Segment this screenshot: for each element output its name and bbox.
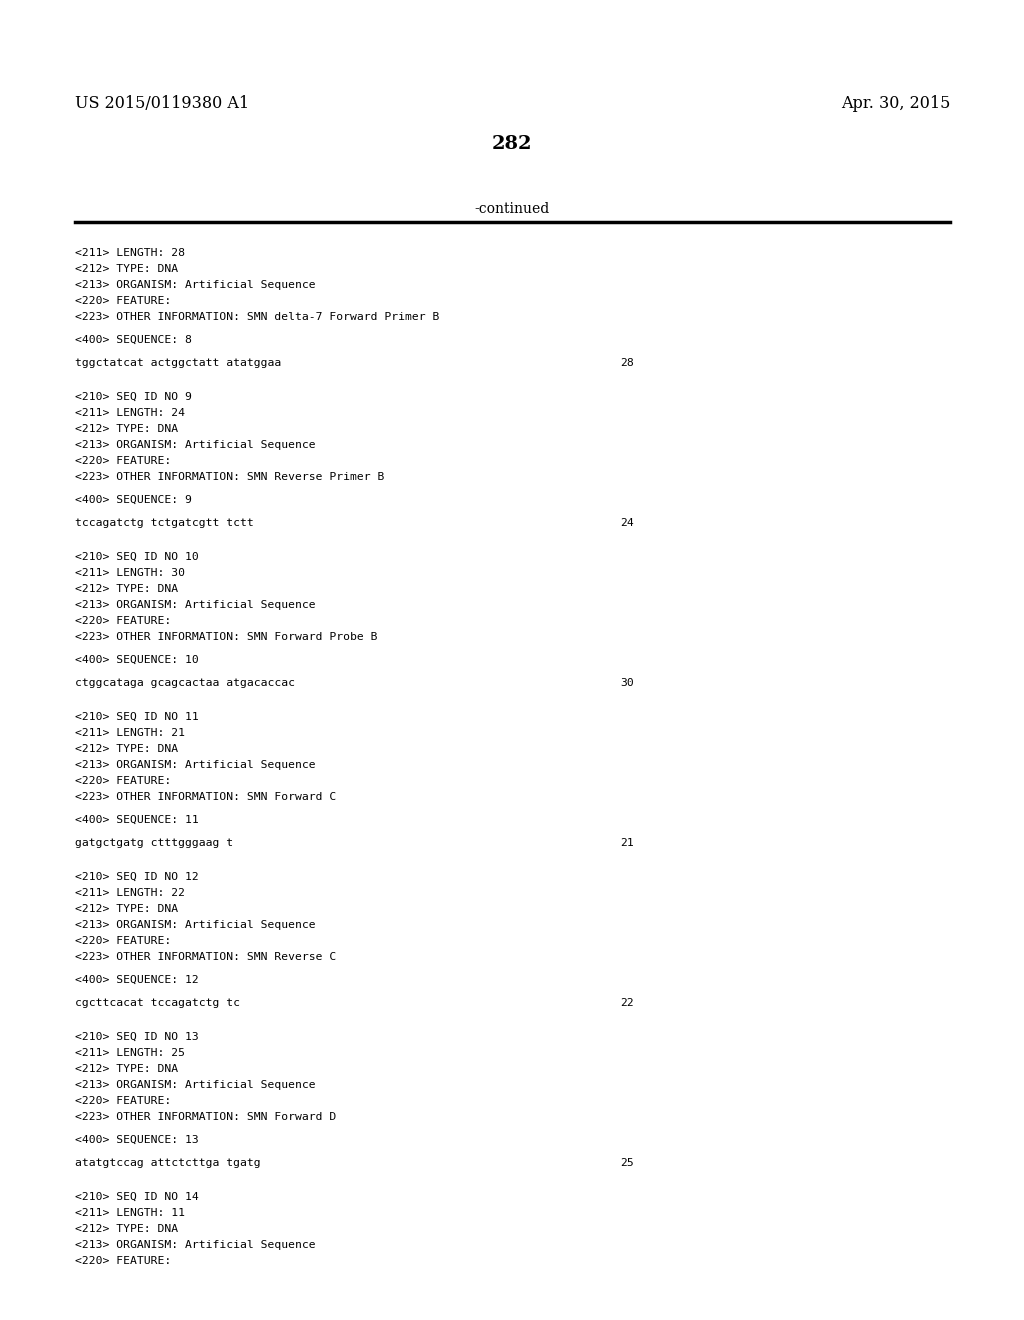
Text: 21: 21 <box>620 838 634 847</box>
Text: <213> ORGANISM: Artificial Sequence: <213> ORGANISM: Artificial Sequence <box>75 440 315 450</box>
Text: <210> SEQ ID NO 9: <210> SEQ ID NO 9 <box>75 392 191 403</box>
Text: gatgctgatg ctttgggaag t: gatgctgatg ctttgggaag t <box>75 838 233 847</box>
Text: <213> ORGANISM: Artificial Sequence: <213> ORGANISM: Artificial Sequence <box>75 920 315 931</box>
Text: <220> FEATURE:: <220> FEATURE: <box>75 616 171 626</box>
Text: <211> LENGTH: 22: <211> LENGTH: 22 <box>75 888 185 898</box>
Text: <220> FEATURE:: <220> FEATURE: <box>75 776 171 785</box>
Text: 22: 22 <box>620 998 634 1008</box>
Text: <210> SEQ ID NO 10: <210> SEQ ID NO 10 <box>75 552 199 562</box>
Text: <223> OTHER INFORMATION: SMN Forward C: <223> OTHER INFORMATION: SMN Forward C <box>75 792 336 803</box>
Text: -continued: -continued <box>474 202 550 216</box>
Text: <211> LENGTH: 11: <211> LENGTH: 11 <box>75 1208 185 1218</box>
Text: <213> ORGANISM: Artificial Sequence: <213> ORGANISM: Artificial Sequence <box>75 1080 315 1090</box>
Text: <213> ORGANISM: Artificial Sequence: <213> ORGANISM: Artificial Sequence <box>75 1239 315 1250</box>
Text: <212> TYPE: DNA: <212> TYPE: DNA <box>75 1224 178 1234</box>
Text: <212> TYPE: DNA: <212> TYPE: DNA <box>75 424 178 434</box>
Text: Apr. 30, 2015: Apr. 30, 2015 <box>841 95 950 112</box>
Text: US 2015/0119380 A1: US 2015/0119380 A1 <box>75 95 249 112</box>
Text: <211> LENGTH: 28: <211> LENGTH: 28 <box>75 248 185 257</box>
Text: <210> SEQ ID NO 14: <210> SEQ ID NO 14 <box>75 1192 199 1203</box>
Text: <210> SEQ ID NO 12: <210> SEQ ID NO 12 <box>75 873 199 882</box>
Text: <211> LENGTH: 21: <211> LENGTH: 21 <box>75 729 185 738</box>
Text: <223> OTHER INFORMATION: SMN Reverse Primer B: <223> OTHER INFORMATION: SMN Reverse Pri… <box>75 473 384 482</box>
Text: <212> TYPE: DNA: <212> TYPE: DNA <box>75 583 178 594</box>
Text: <220> FEATURE:: <220> FEATURE: <box>75 296 171 306</box>
Text: <223> OTHER INFORMATION: SMN Reverse C: <223> OTHER INFORMATION: SMN Reverse C <box>75 952 336 962</box>
Text: <211> LENGTH: 30: <211> LENGTH: 30 <box>75 568 185 578</box>
Text: <212> TYPE: DNA: <212> TYPE: DNA <box>75 744 178 754</box>
Text: <223> OTHER INFORMATION: SMN Forward D: <223> OTHER INFORMATION: SMN Forward D <box>75 1111 336 1122</box>
Text: <220> FEATURE:: <220> FEATURE: <box>75 455 171 466</box>
Text: <212> TYPE: DNA: <212> TYPE: DNA <box>75 264 178 275</box>
Text: <212> TYPE: DNA: <212> TYPE: DNA <box>75 904 178 913</box>
Text: <213> ORGANISM: Artificial Sequence: <213> ORGANISM: Artificial Sequence <box>75 280 315 290</box>
Text: tggctatcat actggctatt atatggaa: tggctatcat actggctatt atatggaa <box>75 358 282 368</box>
Text: <400> SEQUENCE: 10: <400> SEQUENCE: 10 <box>75 655 199 665</box>
Text: <220> FEATURE:: <220> FEATURE: <box>75 1096 171 1106</box>
Text: <220> FEATURE:: <220> FEATURE: <box>75 936 171 946</box>
Text: <210> SEQ ID NO 13: <210> SEQ ID NO 13 <box>75 1032 199 1041</box>
Text: 25: 25 <box>620 1158 634 1168</box>
Text: <220> FEATURE:: <220> FEATURE: <box>75 1257 171 1266</box>
Text: 30: 30 <box>620 678 634 688</box>
Text: <223> OTHER INFORMATION: SMN delta-7 Forward Primer B: <223> OTHER INFORMATION: SMN delta-7 For… <box>75 312 439 322</box>
Text: <400> SEQUENCE: 9: <400> SEQUENCE: 9 <box>75 495 191 506</box>
Text: 28: 28 <box>620 358 634 368</box>
Text: <212> TYPE: DNA: <212> TYPE: DNA <box>75 1064 178 1074</box>
Text: <211> LENGTH: 24: <211> LENGTH: 24 <box>75 408 185 418</box>
Text: <400> SEQUENCE: 12: <400> SEQUENCE: 12 <box>75 975 199 985</box>
Text: <211> LENGTH: 25: <211> LENGTH: 25 <box>75 1048 185 1059</box>
Text: <213> ORGANISM: Artificial Sequence: <213> ORGANISM: Artificial Sequence <box>75 760 315 770</box>
Text: <223> OTHER INFORMATION: SMN Forward Probe B: <223> OTHER INFORMATION: SMN Forward Pro… <box>75 632 378 642</box>
Text: cgcttcacat tccagatctg tc: cgcttcacat tccagatctg tc <box>75 998 240 1008</box>
Text: 282: 282 <box>492 135 532 153</box>
Text: <400> SEQUENCE: 13: <400> SEQUENCE: 13 <box>75 1135 199 1144</box>
Text: tccagatctg tctgatcgtt tctt: tccagatctg tctgatcgtt tctt <box>75 517 254 528</box>
Text: <213> ORGANISM: Artificial Sequence: <213> ORGANISM: Artificial Sequence <box>75 601 315 610</box>
Text: <400> SEQUENCE: 11: <400> SEQUENCE: 11 <box>75 814 199 825</box>
Text: 24: 24 <box>620 517 634 528</box>
Text: ctggcataga gcagcactaa atgacaccac: ctggcataga gcagcactaa atgacaccac <box>75 678 295 688</box>
Text: <400> SEQUENCE: 8: <400> SEQUENCE: 8 <box>75 335 191 345</box>
Text: <210> SEQ ID NO 11: <210> SEQ ID NO 11 <box>75 711 199 722</box>
Text: atatgtccag attctcttga tgatg: atatgtccag attctcttga tgatg <box>75 1158 261 1168</box>
